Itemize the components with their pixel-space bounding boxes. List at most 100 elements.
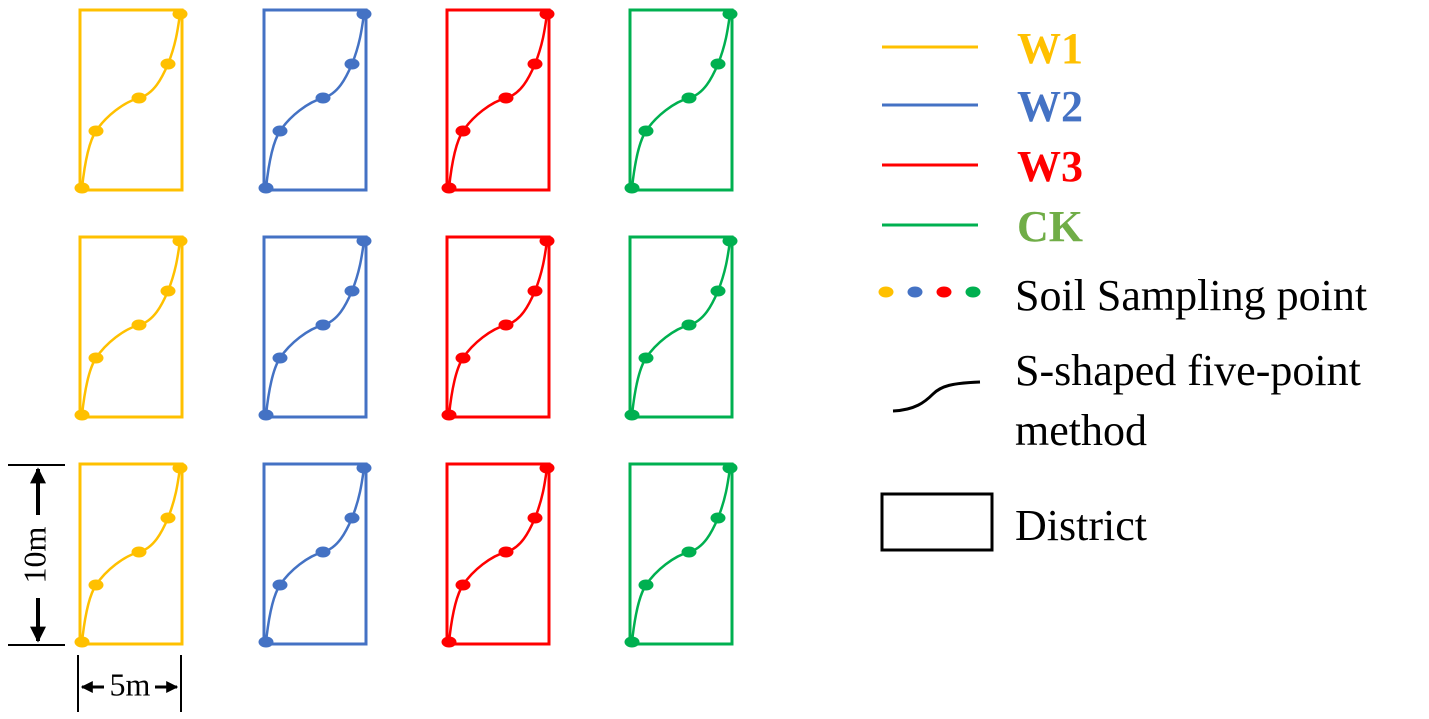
- soil-sampling-point: [272, 579, 288, 591]
- soil-sampling-point: [160, 58, 176, 70]
- soil-sampling-point: [172, 8, 188, 20]
- plot-ck-row-3: [624, 462, 738, 648]
- soil-sampling-point: [455, 579, 471, 591]
- soil-sampling-point: [88, 125, 104, 137]
- soil-sampling-point: [344, 58, 360, 70]
- plot-w3-row-2: [441, 235, 555, 421]
- soil-sampling-point: [539, 462, 555, 474]
- soil-sampling-point: [498, 546, 514, 558]
- legend-label-w1: W1: [1017, 24, 1083, 73]
- soil-sampling-point: [315, 546, 331, 558]
- soil-sampling-point: [638, 579, 654, 591]
- soil-sampling-point: [74, 409, 90, 421]
- soil-sampling-point: [681, 319, 697, 331]
- soil-sampling-point: [172, 235, 188, 247]
- plot-w1-row-1: [74, 8, 188, 194]
- legend-item-w3: W3: [882, 142, 1083, 191]
- s-shaped-path: [264, 467, 366, 643]
- soil-sampling-point: [624, 182, 640, 194]
- s-shaped-path: [630, 240, 732, 416]
- soil-sampling-point: [74, 636, 90, 648]
- district-rect: [628, 235, 734, 419]
- soil-sampling-point: [722, 8, 738, 20]
- district-rect: [78, 235, 184, 419]
- legend-label-ck: CK: [1017, 202, 1083, 251]
- soil-sampling-point: [344, 285, 360, 297]
- soil-sampling-point: [624, 409, 640, 421]
- soil-sampling-point: [710, 512, 726, 524]
- s-shaped-path: [447, 240, 549, 416]
- s-shaped-path: [264, 13, 366, 189]
- s-shaped-path: [80, 240, 182, 416]
- soil-sampling-point: [710, 285, 726, 297]
- legend-s-curve-icon: [892, 380, 981, 413]
- legend-soil-sampling-label: Soil Sampling point: [1015, 271, 1367, 320]
- s-shaped-path: [264, 240, 366, 416]
- soil-sampling-point: [441, 182, 457, 194]
- soil-sampling-point: [441, 636, 457, 648]
- s-shaped-path: [630, 467, 732, 643]
- soil-sampling-point: [498, 92, 514, 104]
- soil-sampling-point: [258, 409, 274, 421]
- soil-sampling-point: [624, 636, 640, 648]
- soil-sampling-point: [356, 8, 372, 20]
- soil-sampling-point: [356, 235, 372, 247]
- soil-sampling-point: [638, 125, 654, 137]
- soil-sampling-point: [344, 512, 360, 524]
- soil-sampling-point: [88, 352, 104, 364]
- soil-sampling-point: [131, 546, 147, 558]
- district-rect: [262, 8, 368, 192]
- legend-label-w2: W2: [1017, 82, 1083, 131]
- s-shaped-path: [80, 13, 182, 189]
- legend-s-shaped-label-line1: S-shaped five-point: [1015, 346, 1361, 395]
- soil-sampling-point: [527, 512, 543, 524]
- height-label: 10m: [16, 526, 52, 583]
- plot-w2-row-3: [258, 462, 372, 648]
- district-rect: [78, 8, 184, 192]
- plot-w2-row-1: [258, 8, 372, 194]
- district-rect: [445, 235, 551, 419]
- legend-label-w3: W3: [1017, 142, 1083, 191]
- plot-w3-row-3: [441, 462, 555, 648]
- soil-sampling-point: [74, 182, 90, 194]
- soil-sampling-point: [681, 546, 697, 558]
- district-rect: [628, 8, 734, 192]
- soil-sampling-point: [131, 319, 147, 331]
- s-shaped-path: [630, 13, 732, 189]
- soil-sampling-point: [172, 462, 188, 474]
- plot-w1-row-2: [74, 235, 188, 421]
- plot-w3-row-1: [441, 8, 555, 194]
- district-rect: [445, 8, 551, 192]
- soil-sampling-point: [160, 512, 176, 524]
- soil-sampling-point: [258, 636, 274, 648]
- soil-sampling-point: [722, 462, 738, 474]
- district-rect: [262, 462, 368, 646]
- soil-sampling-point: [539, 235, 555, 247]
- district-rect: [78, 462, 184, 646]
- soil-sampling-point: [455, 352, 471, 364]
- plot-ck-row-2: [624, 235, 738, 421]
- legend-s-shaped-label-line2: method: [1015, 406, 1147, 455]
- plot-w1-row-3: [74, 462, 188, 648]
- soil-sampling-point: [539, 8, 555, 20]
- district-rect: [628, 462, 734, 646]
- soil-sampling-point: [527, 285, 543, 297]
- width-label: 5m: [110, 666, 151, 702]
- soil-sampling-point: [498, 319, 514, 331]
- soil-sampling-point: [88, 579, 104, 591]
- soil-sampling-point: [441, 409, 457, 421]
- soil-sampling-point: [710, 58, 726, 70]
- legend-district-label: District: [1015, 501, 1147, 550]
- legend-item-w2: W2: [882, 82, 1083, 131]
- soil-sampling-point: [455, 125, 471, 137]
- s-shaped-path: [80, 467, 182, 643]
- plot-w2-row-2: [258, 235, 372, 421]
- legend-dot-w3: [936, 286, 952, 298]
- legend-dot-ck: [965, 286, 981, 298]
- soil-sampling-point: [315, 319, 331, 331]
- legend-district-icon: [880, 492, 994, 552]
- soil-sampling-point: [315, 92, 331, 104]
- soil-sampling-point: [272, 352, 288, 364]
- legend-dot-w2: [907, 286, 923, 298]
